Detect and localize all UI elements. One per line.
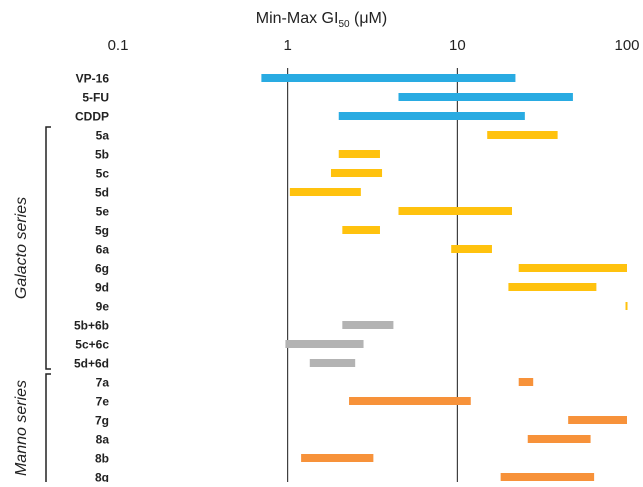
category-label: VP-16 [76,72,110,86]
x-tick-label: 100 [614,37,639,54]
category-label: 5b [95,148,109,162]
range-bar [451,245,492,253]
category-label: 8b [95,452,109,466]
range-bar [349,397,471,405]
category-label: 9d [95,281,109,295]
range-bar [508,283,597,291]
category-label: 7g [95,414,109,428]
x-tick-label: 10 [449,37,466,54]
category-label: 5e [96,205,110,219]
category-label: 6g [95,262,109,276]
category-label: 5g [95,224,109,238]
group-bracket [45,126,51,370]
category-label: 5b+6b [74,319,109,333]
category-label: 5d+6d [74,357,109,371]
group-label: Manno series [13,380,30,476]
range-bar [500,473,595,481]
range-bar [398,207,513,215]
range-bar [487,131,558,139]
range-bar [527,435,591,443]
group-bracket [45,373,51,482]
range-bar [625,302,628,310]
range-bar [289,188,361,196]
category-label: 7e [96,395,110,409]
category-label: 5d [95,186,109,200]
category-label: 8g [95,471,109,483]
x-tick-label: 1 [283,37,291,54]
range-bar [330,169,383,177]
range-bar [342,226,380,234]
category-label: 7a [96,376,110,390]
x-axis-title-main: Min-Max GI [255,10,339,27]
range-bar [398,93,573,101]
range-bar [518,378,534,386]
range-bar [338,150,380,158]
x-axis-title-subscript: 50 [338,19,350,31]
category-label: 5-FU [82,91,109,105]
range-bar [518,264,627,272]
x-tick-label: 0.1 [108,37,129,54]
group-label: Galacto series [13,197,30,299]
range-bar [568,416,627,424]
range-bar [301,454,374,462]
category-label: 5a [96,129,110,143]
category-label: 5c+6c [75,338,109,352]
range-bar [338,112,525,120]
x-axis-title-unit: (μM) [349,10,388,27]
x-axis-title: Min-Max GI50 (μM) [0,10,643,30]
range-bar [285,340,364,348]
category-label: 8a [96,433,110,447]
range-bar [309,359,356,367]
range-bar [342,321,394,329]
category-label: CDDP [75,110,109,124]
range-bar [261,74,516,82]
category-label: 5c [96,167,110,181]
category-label: 9e [96,300,110,314]
category-label: 6a [96,243,110,257]
